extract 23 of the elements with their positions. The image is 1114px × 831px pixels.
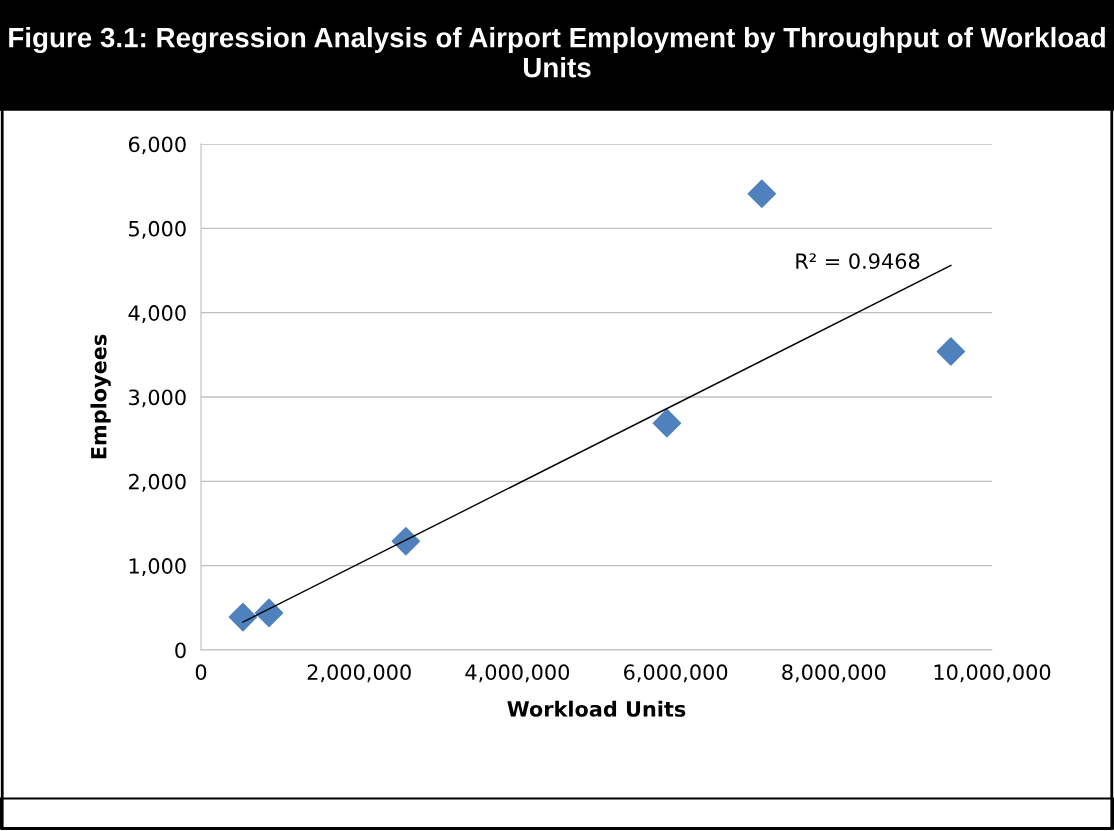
point: [228, 602, 258, 632]
x-axis-title: Workload Units: [507, 700, 686, 717]
y-tick-label: 6,000: [128, 136, 186, 155]
y-tick-label: 5,000: [129, 220, 186, 239]
y-axis-title: Employees: [90, 334, 111, 459]
point: [652, 408, 682, 438]
annotation: R² = 0.9468: [796, 253, 920, 269]
x-tick-label: 2,000,000: [307, 664, 411, 683]
point: [391, 526, 421, 556]
x-tick-label: 6,000,000: [624, 664, 728, 683]
y-tick-label: 1,000: [129, 558, 186, 576]
x-tick-label: 10,000,000: [934, 664, 1051, 683]
y-tick-label: 4,000: [128, 305, 186, 323]
x-tick-label: 8,000,000: [782, 664, 886, 683]
y-tick-label: 0: [175, 642, 186, 659]
chart-title: Figure 3.1: Regression Analysis of Airport Employment by Throughput of Workload Units: [9, 27, 1105, 78]
point: [254, 598, 284, 628]
x-tick-label: 0: [195, 664, 207, 681]
x-tick-label: 4,000,000: [465, 664, 570, 683]
y-tick-label: 2,000: [129, 473, 186, 492]
point: [747, 179, 777, 208]
point: [936, 337, 966, 366]
y-tick-label: 3,000: [129, 389, 186, 408]
